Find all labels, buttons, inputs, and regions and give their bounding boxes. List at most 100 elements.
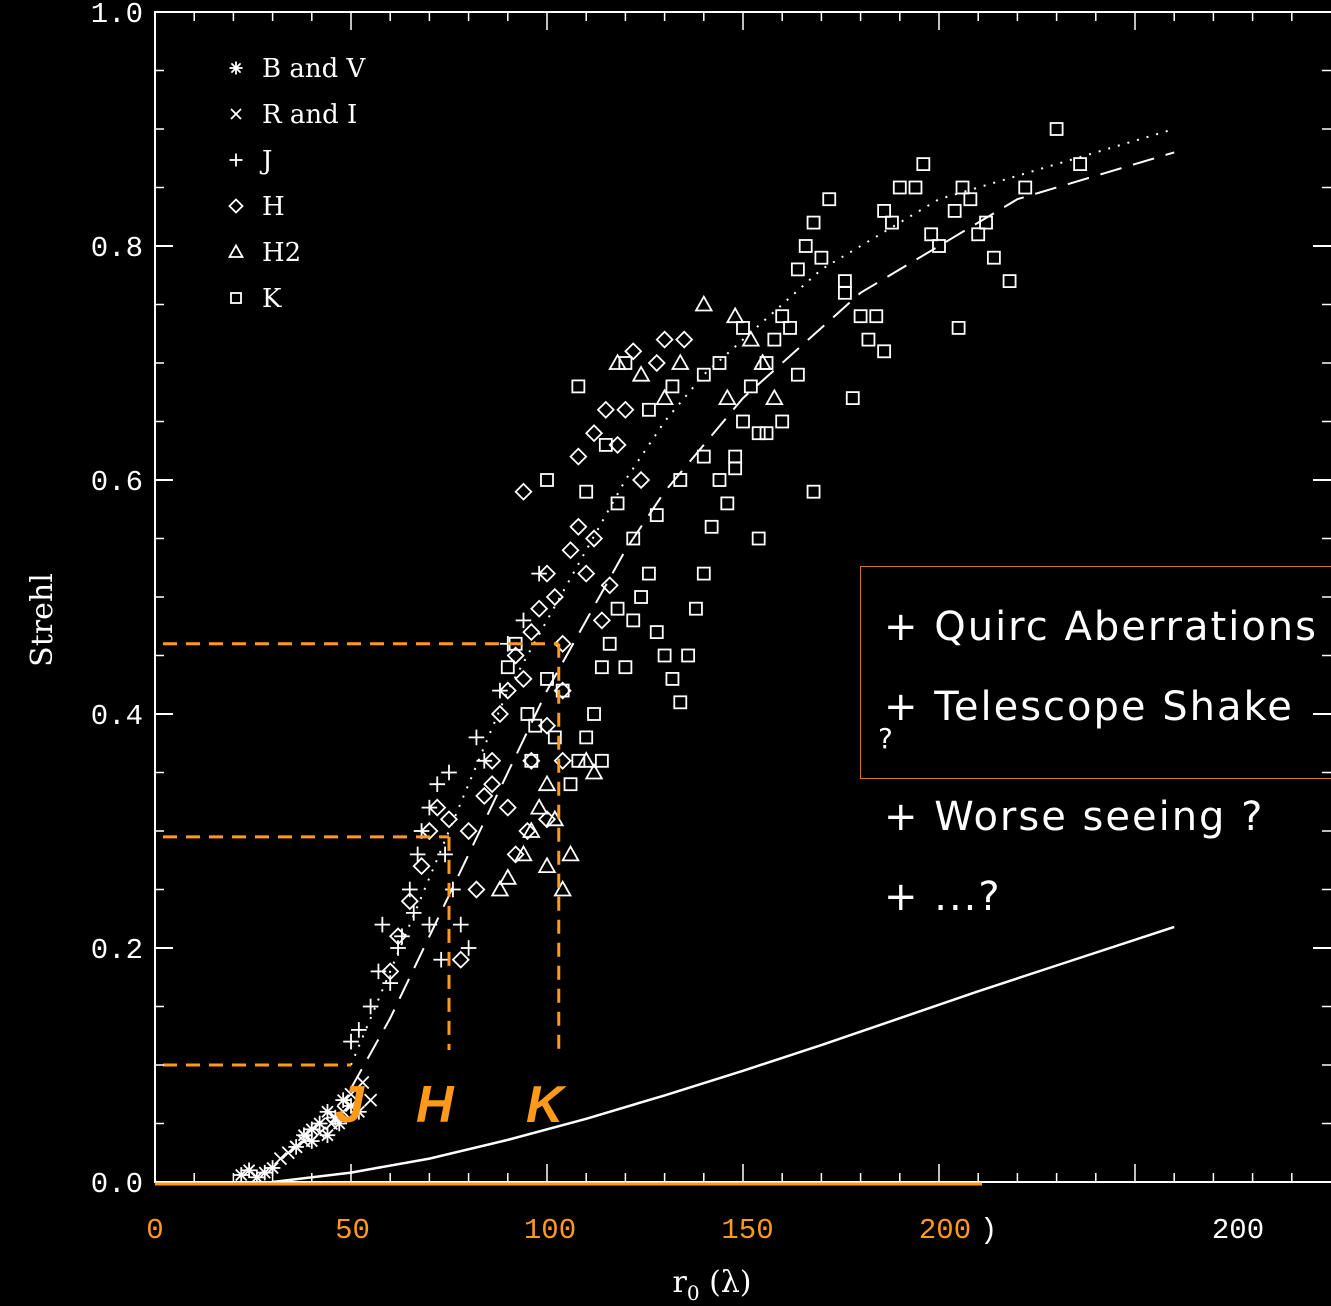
point-square (571, 379, 586, 394)
point-diamond (483, 775, 502, 794)
point-diamond (451, 950, 470, 969)
series-r-and-i (273, 1075, 378, 1166)
point-square (547, 730, 562, 745)
point-diamond (577, 564, 596, 583)
point-plus (445, 881, 461, 898)
point-square (838, 274, 852, 289)
legend-label: B and V (262, 54, 367, 84)
point-square (885, 215, 899, 230)
point-plus (362, 998, 379, 1015)
point-diamond (584, 529, 604, 548)
point-square (634, 590, 648, 604)
point-diamond (553, 751, 572, 770)
point-diamond (428, 798, 447, 817)
point-diamond (569, 517, 588, 536)
band-guides (163, 642, 561, 1067)
point-square (689, 601, 703, 616)
point-square (775, 414, 790, 429)
legend-label: J (259, 146, 272, 176)
point-square (673, 695, 688, 710)
point-diamond (584, 424, 604, 443)
point-square (696, 367, 711, 382)
point-square (892, 180, 907, 195)
point-diamond (412, 857, 431, 876)
point-square (986, 250, 1001, 265)
point-x (363, 1093, 378, 1107)
point-triangle (490, 879, 510, 897)
point-diamond (475, 786, 494, 805)
point-plus (370, 963, 387, 980)
point-square (712, 356, 727, 370)
point-x (313, 1126, 327, 1140)
point-square (743, 379, 758, 394)
legend-label: H (262, 192, 285, 222)
x-axis-title-sub: 0 (687, 1281, 700, 1305)
point-square (540, 672, 554, 686)
point-triangle (529, 797, 549, 815)
point-square (736, 320, 750, 335)
notes-box (860, 566, 1331, 779)
point-square (696, 449, 711, 464)
legend-symbol-asterisk (229, 61, 243, 75)
overlay-x-tick-label: 150 (721, 1214, 773, 1247)
data-points (233, 122, 1088, 1186)
point-square (751, 531, 766, 546)
point-asterisk (343, 1098, 359, 1114)
point-diamond (675, 330, 694, 349)
point-asterisk (304, 1121, 320, 1138)
point-x (336, 1105, 350, 1119)
point-triangle (521, 821, 541, 838)
point-triangle (576, 751, 596, 768)
point-asterisk (311, 1115, 328, 1132)
point-square (618, 660, 633, 675)
point-plus (382, 975, 398, 991)
point-square (798, 239, 813, 253)
point-square (1018, 180, 1033, 195)
point-plus (421, 916, 438, 933)
point-square (649, 508, 664, 523)
point-square (728, 461, 743, 476)
point-triangle (765, 388, 784, 405)
legend-symbol-square (230, 292, 242, 304)
point-triangle (741, 329, 761, 347)
point-diamond (514, 669, 533, 688)
x-tick-label: 200 (1212, 1214, 1264, 1247)
point-square (838, 285, 852, 300)
point-diamond (561, 541, 580, 560)
y-tick-label: 1.0 (91, 0, 143, 31)
point-square (626, 531, 641, 546)
point-triangle (608, 353, 627, 370)
point-square (618, 356, 633, 370)
point-square (951, 320, 966, 335)
point-square (877, 344, 892, 359)
point-diamond (600, 576, 619, 595)
legend-label: R and I (262, 100, 357, 130)
point-square (775, 309, 790, 324)
point-triangle (655, 388, 674, 405)
y-tick-label: 0.0 (91, 1168, 143, 1201)
point-square (877, 203, 892, 218)
point-plus (468, 729, 485, 746)
axis-ticks: 0.0 0.2 0.4 0.6 0.8 1.0 200) 0 50 100 150 200 (91, 0, 1331, 1247)
point-triangle (670, 353, 690, 370)
point-square (642, 402, 656, 417)
overlay-x-tick-label: 200 (919, 1214, 971, 1247)
legend-symbol-diamond (228, 198, 244, 214)
point-square (642, 566, 656, 581)
point-square (657, 648, 672, 663)
point-plus (394, 928, 410, 945)
point-triangle (694, 294, 714, 312)
point-square (673, 473, 688, 487)
point-diamond (537, 564, 557, 583)
point-x (289, 1140, 303, 1154)
point-square (602, 636, 617, 651)
point-square (728, 449, 743, 464)
point-square (751, 426, 766, 441)
point-x (324, 1116, 339, 1131)
point-plus (343, 1033, 359, 1050)
y-tick-label: 0.6 (91, 466, 143, 499)
y-tick-label: 0.4 (91, 700, 143, 733)
point-square (1073, 157, 1088, 172)
y-tick-label: 0.2 (91, 934, 143, 967)
point-square (626, 613, 641, 628)
